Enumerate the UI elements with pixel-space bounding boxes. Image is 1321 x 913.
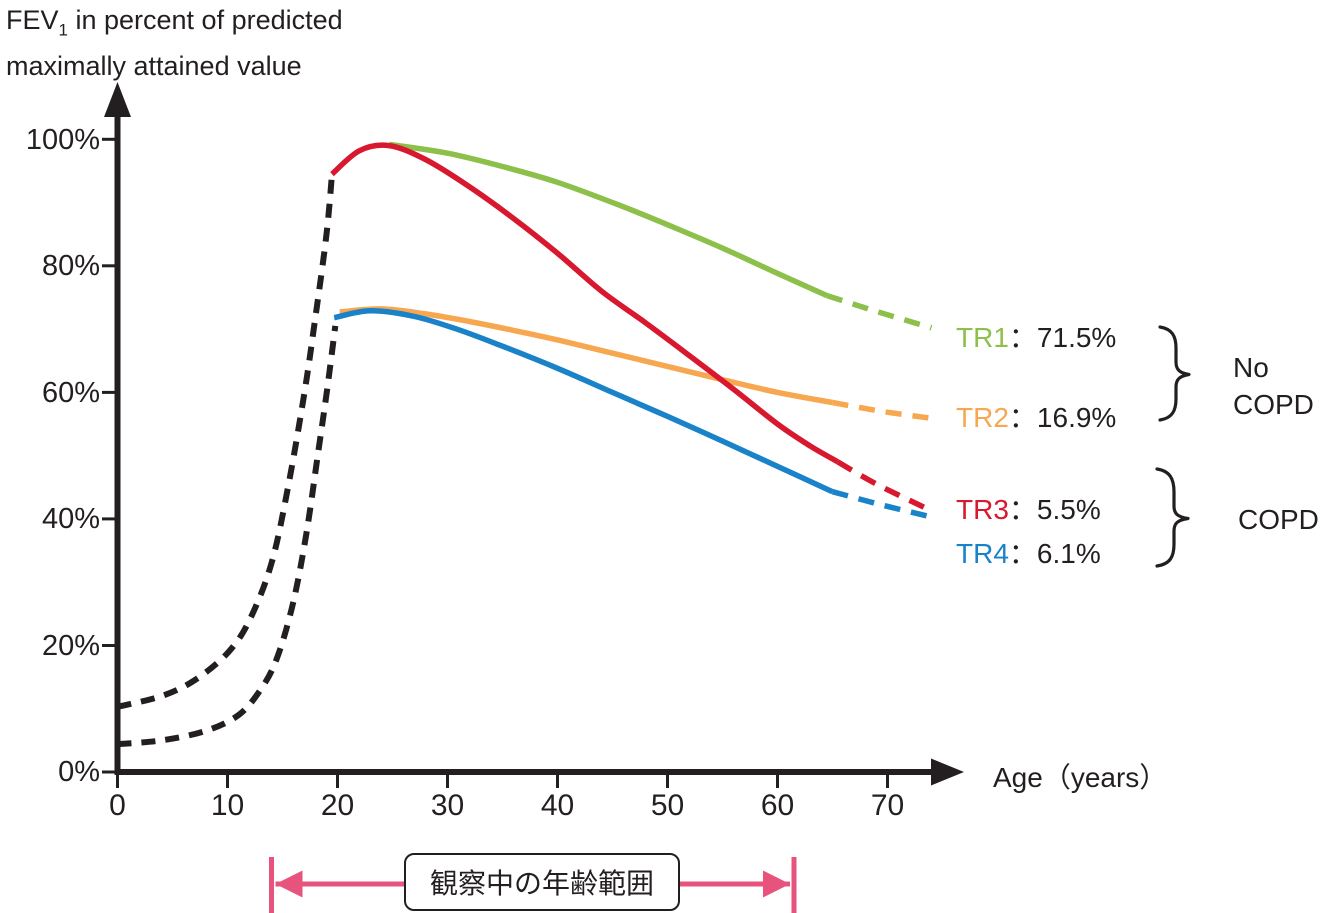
legend-item-tr1: TR1：71.5% — [956, 316, 1116, 356]
legend-separator: ： — [1008, 402, 1037, 433]
legend-name-tr1: TR1 — [956, 322, 1009, 353]
legend-separator: ： — [1008, 538, 1037, 569]
group-label-copd-text: COPD — [1238, 504, 1319, 535]
curve-TR2-solid — [339, 306, 833, 406]
legend-name-tr3: TR3 — [956, 494, 1009, 525]
group-label-no: No — [1233, 352, 1269, 383]
observed-range-label: 観察中の年齢範囲 — [429, 868, 654, 899]
curve-TR3-dashed — [836, 459, 928, 511]
x-tick-label-50: 50 — [650, 789, 685, 822]
curve-layer — [116, 141, 933, 748]
x-tick-label-60: 60 — [760, 789, 795, 822]
y-tick-label-0: 0% — [58, 756, 100, 788]
curve-growth-lower-dashed — [117, 325, 339, 748]
range-arrowhead-right-icon — [763, 870, 790, 898]
legend-value-tr3: 5.5% — [1036, 494, 1101, 525]
title-line2: maximally attained value — [6, 51, 302, 82]
x-tick-label-40: 40 — [540, 789, 575, 822]
y-tick-marks — [102, 137, 115, 774]
x-axis-label: Age（years） — [993, 762, 1168, 793]
y-tick-label-100: 100% — [25, 124, 100, 156]
legend-item-tr4: TR4：6.1% — [956, 532, 1101, 572]
x-tick-label-70: 70 — [870, 789, 905, 822]
group-label-no-copd-line2: COPD — [1233, 389, 1314, 420]
y-tick-label-60: 60% — [41, 377, 100, 409]
curve-TR1-dashed — [826, 292, 933, 331]
curve-TR4-dashed — [831, 489, 933, 520]
y-tick-label-40: 40% — [41, 503, 100, 535]
legend-separator: ： — [1008, 494, 1037, 525]
x-tick-label-10: 10 — [210, 789, 245, 822]
x-tick-label-30: 30 — [430, 789, 465, 822]
curve-TR3-solid — [330, 142, 840, 465]
curve-TR1-solid — [388, 141, 829, 299]
curve-TR2-dashed — [832, 399, 932, 422]
legend-name-tr4: TR4 — [956, 538, 1009, 569]
range-arrowhead-left-icon — [275, 870, 303, 898]
title-rest: in percent of predicted — [67, 5, 343, 35]
group-label-copd: COPD — [1238, 501, 1319, 538]
legend-value-tr4: 6.1% — [1036, 538, 1101, 569]
legend-item-tr2: TR2：16.9% — [956, 396, 1116, 436]
legend-item-tr3: TR3：5.5% — [956, 488, 1101, 528]
legend-name-tr2: TR2 — [956, 402, 1009, 433]
x-tick-marks — [116, 774, 889, 788]
y-tick-label-80: 80% — [41, 250, 100, 282]
x-tick-label-0: 0 — [109, 789, 126, 822]
y-tick-label-20: 20% — [41, 630, 100, 662]
legend-value-tr2: 16.9% — [1036, 402, 1117, 433]
title-fev: FEV — [6, 5, 59, 35]
curve-TR4-solid — [333, 308, 834, 495]
x-axis-arrow-icon — [931, 758, 964, 786]
curve-growth-upper-dashed — [116, 173, 335, 710]
x-tick-label-20: 20 — [320, 789, 355, 822]
group-label-no-copd: No COPD — [1233, 349, 1314, 423]
brace-no-copd — [1158, 325, 1191, 422]
brace-copd — [1155, 467, 1190, 568]
y-axis-arrow-icon — [104, 82, 131, 117]
observed-range-label-box: 観察中の年齢範囲 — [404, 853, 680, 911]
title-subscript: 1 — [58, 20, 68, 40]
legend-value-tr1: 71.5% — [1036, 322, 1117, 353]
legend-separator: ： — [1008, 322, 1037, 353]
chart-title: FEV1 in percent of predicted maximally a… — [6, 2, 343, 84]
